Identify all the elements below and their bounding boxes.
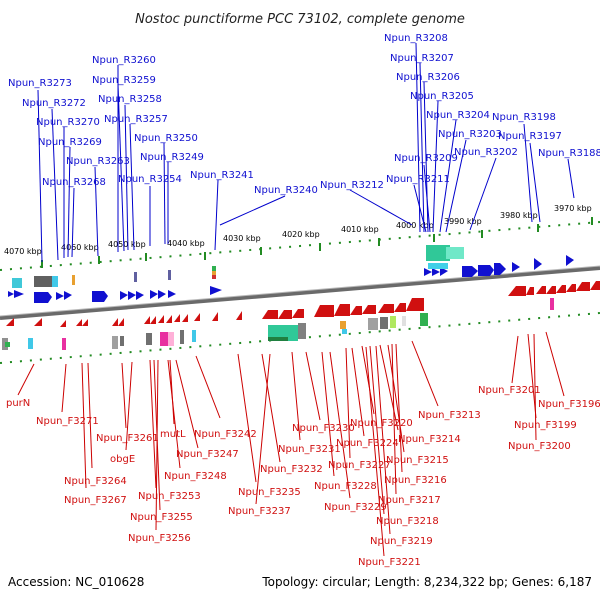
tick-label: 4060 kbp (61, 243, 99, 252)
reverse-strand-features (12, 245, 464, 288)
bottom-gene-label[interactable]: Npun_F3221 (358, 557, 421, 568)
top-gene-label[interactable]: Npun_R3202 (454, 147, 518, 158)
bottom-gene-label[interactable]: Npun_F3224 (336, 438, 399, 449)
top-gene-label[interactable]: Npun_R3272 (22, 98, 86, 109)
bottom-gene-label[interactable]: Npun_F3216 (384, 475, 447, 486)
tick-label: 3990 kbp (444, 217, 482, 226)
top-gene-label[interactable]: Npun_R3257 (104, 114, 168, 125)
top-gene-label[interactable]: Npun_R3203 (438, 129, 502, 140)
top-gene-label[interactable]: Npun_R3198 (492, 112, 556, 123)
tick-label: 4070 kbp (4, 247, 42, 256)
top-gene-label[interactable]: Npun_R3240 (254, 185, 318, 196)
top-gene-label[interactable]: Npun_R3249 (140, 152, 204, 163)
tick-label: 4040 kbp (167, 239, 205, 248)
tick-label: 4020 kbp (282, 230, 320, 239)
bottom-leader-lines (17, 331, 565, 557)
forward-strand-genes (6, 281, 600, 327)
bottom-gene-label[interactable]: Npun_F3219 (370, 536, 433, 547)
bottom-gene-label[interactable]: Npun_F3229 (324, 502, 387, 513)
top-gene-label[interactable]: Npun_R3204 (426, 110, 490, 121)
top-gene-label[interactable]: Npun_R3273 (8, 78, 72, 89)
tick-label: 3970 kbp (554, 204, 592, 213)
bottom-gene-label[interactable]: Npun_F3214 (398, 434, 461, 445)
tick-label: 4050 kbp (108, 240, 146, 249)
top-gene-label[interactable]: Npun_R3188 (538, 148, 600, 159)
top-gene-label[interactable]: Npun_R3270 (36, 117, 100, 128)
bottom-gene-label[interactable]: Npun_F3232 (260, 464, 323, 475)
bottom-gene-label[interactable]: Npun_F3200 (508, 441, 571, 452)
top-gene-label[interactable]: Npun_R3259 (92, 75, 156, 86)
reverse-strand-genes (8, 255, 574, 303)
tick-marks: 4070 kbp 4060 kbp 4050 kbp 4040 kbp 4030 kbp… (4, 204, 593, 268)
bottom-gene-label[interactable]: Npun_F3242 (194, 429, 257, 440)
bottom-gene-label[interactable]: Npun_F3267 (64, 495, 127, 506)
bottom-gene-label[interactable]: Npun_F3201 (478, 385, 541, 396)
top-gene-label[interactable]: Npun_R3207 (390, 53, 454, 64)
map-title: Nostoc punctiforme PCC 73102, complete g… (135, 12, 465, 27)
bottom-gene-label[interactable]: Npun_F3213 (418, 410, 481, 421)
top-gene-label[interactable]: Npun_R3197 (498, 131, 562, 142)
top-gene-label[interactable]: Npun_R3260 (92, 55, 156, 66)
top-gene-label[interactable]: Npun_R3250 (134, 133, 198, 144)
top-gene-label[interactable]: Npun_R3212 (320, 180, 384, 191)
bottom-gene-label[interactable]: Npun_F3199 (514, 420, 577, 431)
bottom-gene-label[interactable]: Npun_F3215 (386, 455, 449, 466)
top-gene-label[interactable]: Npun_R3254 (118, 174, 182, 185)
bottom-gene-label[interactable]: Npun_F3218 (376, 516, 439, 527)
top-gene-labels: Npun_R3273 Npun_R3272 Npun_R3270 Npun_R3269… (8, 33, 600, 196)
forward-strand-features (2, 298, 554, 350)
bottom-gene-label[interactable]: Npun_F3196 (538, 399, 600, 410)
tick-label: 4000 kbp (396, 221, 434, 230)
bottom-gene-labels: purNNpun_F3271Npun_F3264Npun_F3267Npun_F… (6, 385, 600, 568)
top-gene-label[interactable]: Npun_R3268 (42, 177, 106, 188)
top-leader-lines (37, 42, 575, 263)
top-gene-label[interactable]: Npun_R3209 (394, 153, 458, 164)
top-gene-label[interactable]: Npun_R3269 (38, 137, 102, 148)
tick-label: 4010 kbp (341, 225, 379, 234)
bottom-gene-label[interactable]: Npun_F3253 (138, 491, 201, 502)
top-gene-label[interactable]: Npun_R3208 (384, 33, 448, 44)
bottom-gene-label[interactable]: Npun_F3248 (164, 471, 227, 482)
bottom-gene-label[interactable]: Npun_F3264 (64, 476, 127, 487)
accession-text: Accession: NC_010628 (8, 575, 144, 589)
bottom-gene-label[interactable]: Npun_F3237 (228, 506, 291, 517)
bottom-gene-label[interactable]: Npun_F3220 (350, 418, 413, 429)
bottom-gene-label[interactable]: purN (6, 398, 30, 409)
bottom-gene-label[interactable]: Npun_F3217 (378, 495, 441, 506)
bottom-gene-label[interactable]: Npun_F3271 (36, 416, 99, 427)
bottom-gene-label[interactable]: Npun_F3256 (128, 533, 191, 544)
bottom-gene-label[interactable]: Npun_F3255 (130, 512, 193, 523)
bottom-gene-label[interactable]: Npun_F3247 (176, 449, 239, 460)
top-gene-label[interactable]: Npun_R3241 (190, 170, 254, 181)
tick-label: 3980 kbp (500, 211, 538, 220)
bottom-gene-label[interactable]: mutL (160, 429, 186, 440)
top-gene-label[interactable]: Npun_R3205 (410, 91, 474, 102)
bottom-gene-label[interactable]: Npun_F3227 (328, 460, 391, 471)
top-gene-label[interactable]: Npun_R3211 (386, 174, 450, 185)
top-gene-label[interactable]: Npun_R3206 (396, 72, 460, 83)
bottom-gene-label[interactable]: Npun_F3235 (238, 487, 301, 498)
top-gene-label[interactable]: Npun_R3258 (98, 94, 162, 105)
genome-summary-text: Topology: circular; Length: 8,234,322 bp… (261, 575, 592, 589)
bottom-gene-label[interactable]: obgE (110, 454, 135, 465)
bottom-gene-label[interactable]: Npun_F3231 (278, 444, 341, 455)
bottom-gene-label[interactable]: Npun_F3228 (314, 481, 377, 492)
tick-label: 4030 kbp (223, 234, 261, 243)
bottom-gene-label[interactable]: Npun_F3230 (292, 423, 355, 434)
bottom-gene-label[interactable]: Npun_F3261 (96, 433, 159, 444)
top-gene-label[interactable]: Npun_R3263 (66, 156, 130, 167)
